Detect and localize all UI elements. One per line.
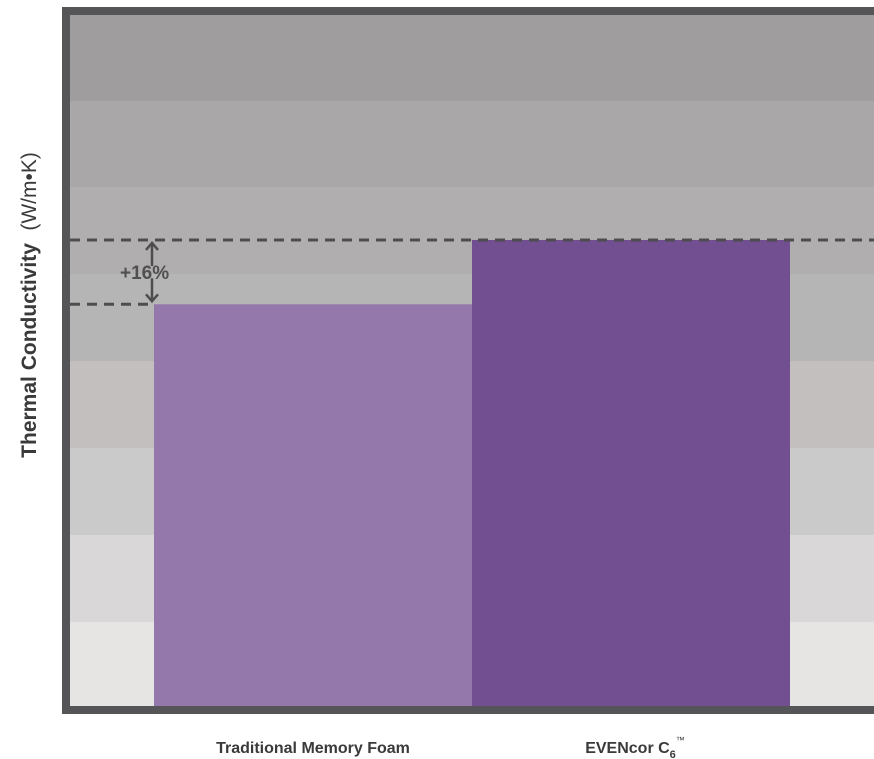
arrow-down-head	[145, 293, 159, 304]
x-tick-label-evencor-trademark: ™	[676, 735, 685, 745]
y-axis-title: Thermal Conductivity	[18, 243, 41, 458]
difference-annotation: +16%	[70, 238, 874, 306]
x-tick-label-traditional: Traditional Memory Foam	[216, 740, 410, 757]
plot-frame	[62, 7, 874, 714]
background-band	[70, 15, 874, 101]
background-band	[70, 101, 874, 187]
arrow-up-head	[145, 241, 159, 251]
bar-traditional-memory-foam	[154, 304, 472, 706]
x-tick-label-evencor-name: EVENcor C	[585, 740, 670, 757]
bar-evencor-c6	[472, 239, 790, 706]
difference-label: +16%	[120, 263, 169, 284]
x-tick-label-evencor-subscript: 6	[670, 749, 676, 759]
bars	[154, 239, 790, 706]
y-axis-unit: (W/m•K)	[18, 152, 41, 231]
y-axis-label: Thermal Conductivity (W/m•K)	[18, 152, 41, 458]
x-tick-label-evencor: EVENcor C6™	[585, 735, 685, 759]
